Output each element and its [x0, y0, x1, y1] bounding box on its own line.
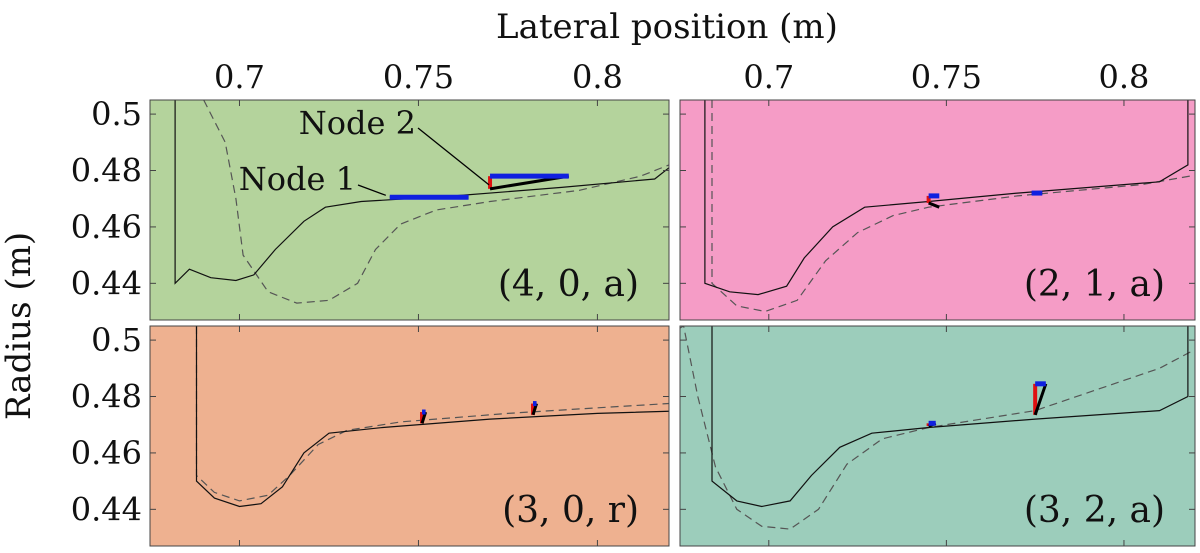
x-tick-label: 0.7 [743, 58, 794, 96]
panel-frame [149, 325, 670, 547]
node-2-leader-line [417, 127, 490, 186]
node-2-label: Node 2 [299, 104, 416, 142]
panel-frame [679, 325, 1196, 547]
panel-frame [679, 99, 1196, 321]
solid-profile [704, 100, 1189, 296]
node-2-displacement-vector [1033, 383, 1048, 416]
panels: 0.44 0.46 0.48 0.5 0.7 0.75 0.8 (4, 0, a) Node 1… [71, 58, 1196, 547]
node-1-displacement-vector [928, 201, 940, 209]
panel-plot-area [195, 326, 669, 508]
x-tick-label: 0.7 [214, 58, 265, 96]
y-tick-label: 0.48 [71, 378, 142, 416]
panel-background [150, 100, 669, 320]
panel-plot-area [174, 100, 669, 304]
panel-2: 0.7 0.75 0.8 (2, 1, a) [679, 58, 1196, 321]
solid-profile [711, 326, 1189, 508]
y-tick-label: 0.5 [91, 95, 142, 133]
y-tick-label: 0.46 [71, 208, 142, 246]
node-1-label: Node 1 [239, 160, 356, 198]
y-tick-label: 0.44 [71, 264, 142, 302]
dashed-profile [680, 326, 1195, 530]
panel-label: (4, 0, a) [498, 264, 639, 305]
y-tick-label: 0.48 [71, 152, 142, 190]
panel-background [680, 100, 1195, 320]
panel-frame [149, 99, 670, 321]
x-axis-title: Lateral position (m) [496, 7, 838, 47]
panel-plot-area [680, 326, 1195, 530]
dashed-profile [203, 100, 669, 304]
y-tick-label: 0.44 [71, 490, 142, 528]
solid-profile [195, 326, 669, 508]
x-tick-label: 0.8 [1099, 58, 1150, 96]
solid-profile [174, 100, 669, 285]
panel-label: (3, 0, r) [502, 490, 639, 531]
panel-label: (2, 1, a) [1024, 264, 1165, 305]
node-1-leader-line [357, 184, 387, 196]
dashed-profile [711, 100, 1195, 313]
y-axis-title: Radius (m) [0, 232, 39, 420]
panel-3: 0.44 0.46 0.48 0.5 (3, 0, r) [71, 321, 670, 547]
x-tick-label: 0.8 [572, 58, 623, 96]
dashed-profile [195, 326, 669, 502]
panel-background [680, 326, 1195, 546]
x-tick-label: 0.75 [911, 58, 982, 96]
y-tick-label: 0.5 [91, 321, 142, 359]
y-tick-label: 0.46 [71, 434, 142, 472]
x-tick-label: 0.75 [383, 58, 454, 96]
panel-label: (3, 2, a) [1024, 490, 1165, 531]
panel-1: 0.44 0.46 0.48 0.5 0.7 0.75 0.8 (4, 0, a) Node 1… [71, 58, 670, 321]
panel-plot-area [704, 100, 1195, 313]
panel-background [150, 326, 669, 546]
panel-4: (3, 2, a) [679, 325, 1196, 547]
